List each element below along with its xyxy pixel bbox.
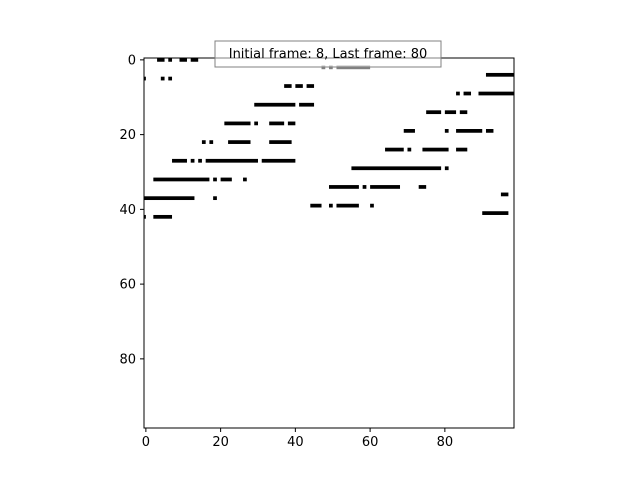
segments-layer [144,58,514,219]
y-tick-label: 20 [119,128,136,143]
raster-segment [261,158,296,163]
raster-segment [190,158,195,163]
raster-segment [160,76,165,81]
raster-segment [351,166,442,171]
raster-segment [329,203,333,208]
raster-segment [444,166,449,171]
raster-segment [370,203,374,208]
raster-segment [287,121,296,126]
raster-segment [243,177,247,182]
raster-segment [444,129,449,133]
raster-segment [426,110,442,115]
raster-segment [205,158,258,163]
raster-segment [213,196,217,201]
raster-segment [299,102,315,107]
raster-segment [370,185,401,189]
raster-segment [224,121,251,126]
raster-segment [144,76,146,81]
x-tick-label: 80 [437,435,454,450]
y-tick-label: 60 [119,278,136,293]
raster-segment [254,102,296,107]
raster-segment [269,140,292,144]
raster-segment [168,76,173,81]
raster-segment [310,203,322,208]
raster-segment [228,140,251,144]
raster-segment [362,185,367,189]
raster-segment [482,211,509,215]
raster-segment [485,129,494,133]
title-box-background [214,40,442,68]
raster-segment [190,58,199,62]
raster-segment [463,91,472,96]
raster-segment [254,121,258,126]
raster-segment [478,91,514,96]
raster-segment [456,147,468,152]
y-tick-label: 40 [119,203,136,218]
raster-segment [456,129,483,133]
raster-segment [144,196,195,201]
raster-segment [284,84,292,88]
raster-segment [153,177,210,182]
raster-segment [157,58,165,62]
raster-segment [336,203,359,208]
raster-segment [269,121,285,126]
raster-segment [329,185,359,189]
raster-segment [220,177,232,182]
x-tick-label: 0 [142,435,150,450]
y-tick-label: 0 [128,53,136,68]
raster-segment [144,214,146,219]
raster-segment [407,147,412,152]
raster-segment [179,58,187,62]
chart-title-box: Initial frame: 8, Last frame: 80 [214,40,442,68]
raster-segment [444,110,457,115]
raster-segment [418,185,427,189]
raster-segment [201,140,206,144]
raster-segment [385,147,404,152]
raster-segment [198,158,202,163]
x-tick-label: 60 [362,435,379,450]
raster-segment [422,147,449,152]
raster-segment [153,214,173,219]
raster-segment [168,58,173,62]
raster-segment [172,158,187,163]
raster-segment [403,129,415,133]
x-tick-label: 20 [212,435,229,450]
raster-segment [485,72,514,77]
raster-segment [295,84,303,88]
raster-segment [213,177,217,182]
y-axis: 0 20 40 60 80 [119,53,144,367]
raster-segment [209,140,214,144]
y-tick-label: 80 [119,352,136,367]
raster-segment [459,110,468,115]
x-axis: 0 20 40 60 80 [142,428,453,450]
chart-title: Initial frame: 8, Last frame: 80 [229,47,428,62]
raster-segment [500,192,509,197]
raster-segment [306,84,315,88]
raster-segment [456,91,460,96]
x-tick-label: 40 [287,435,304,450]
